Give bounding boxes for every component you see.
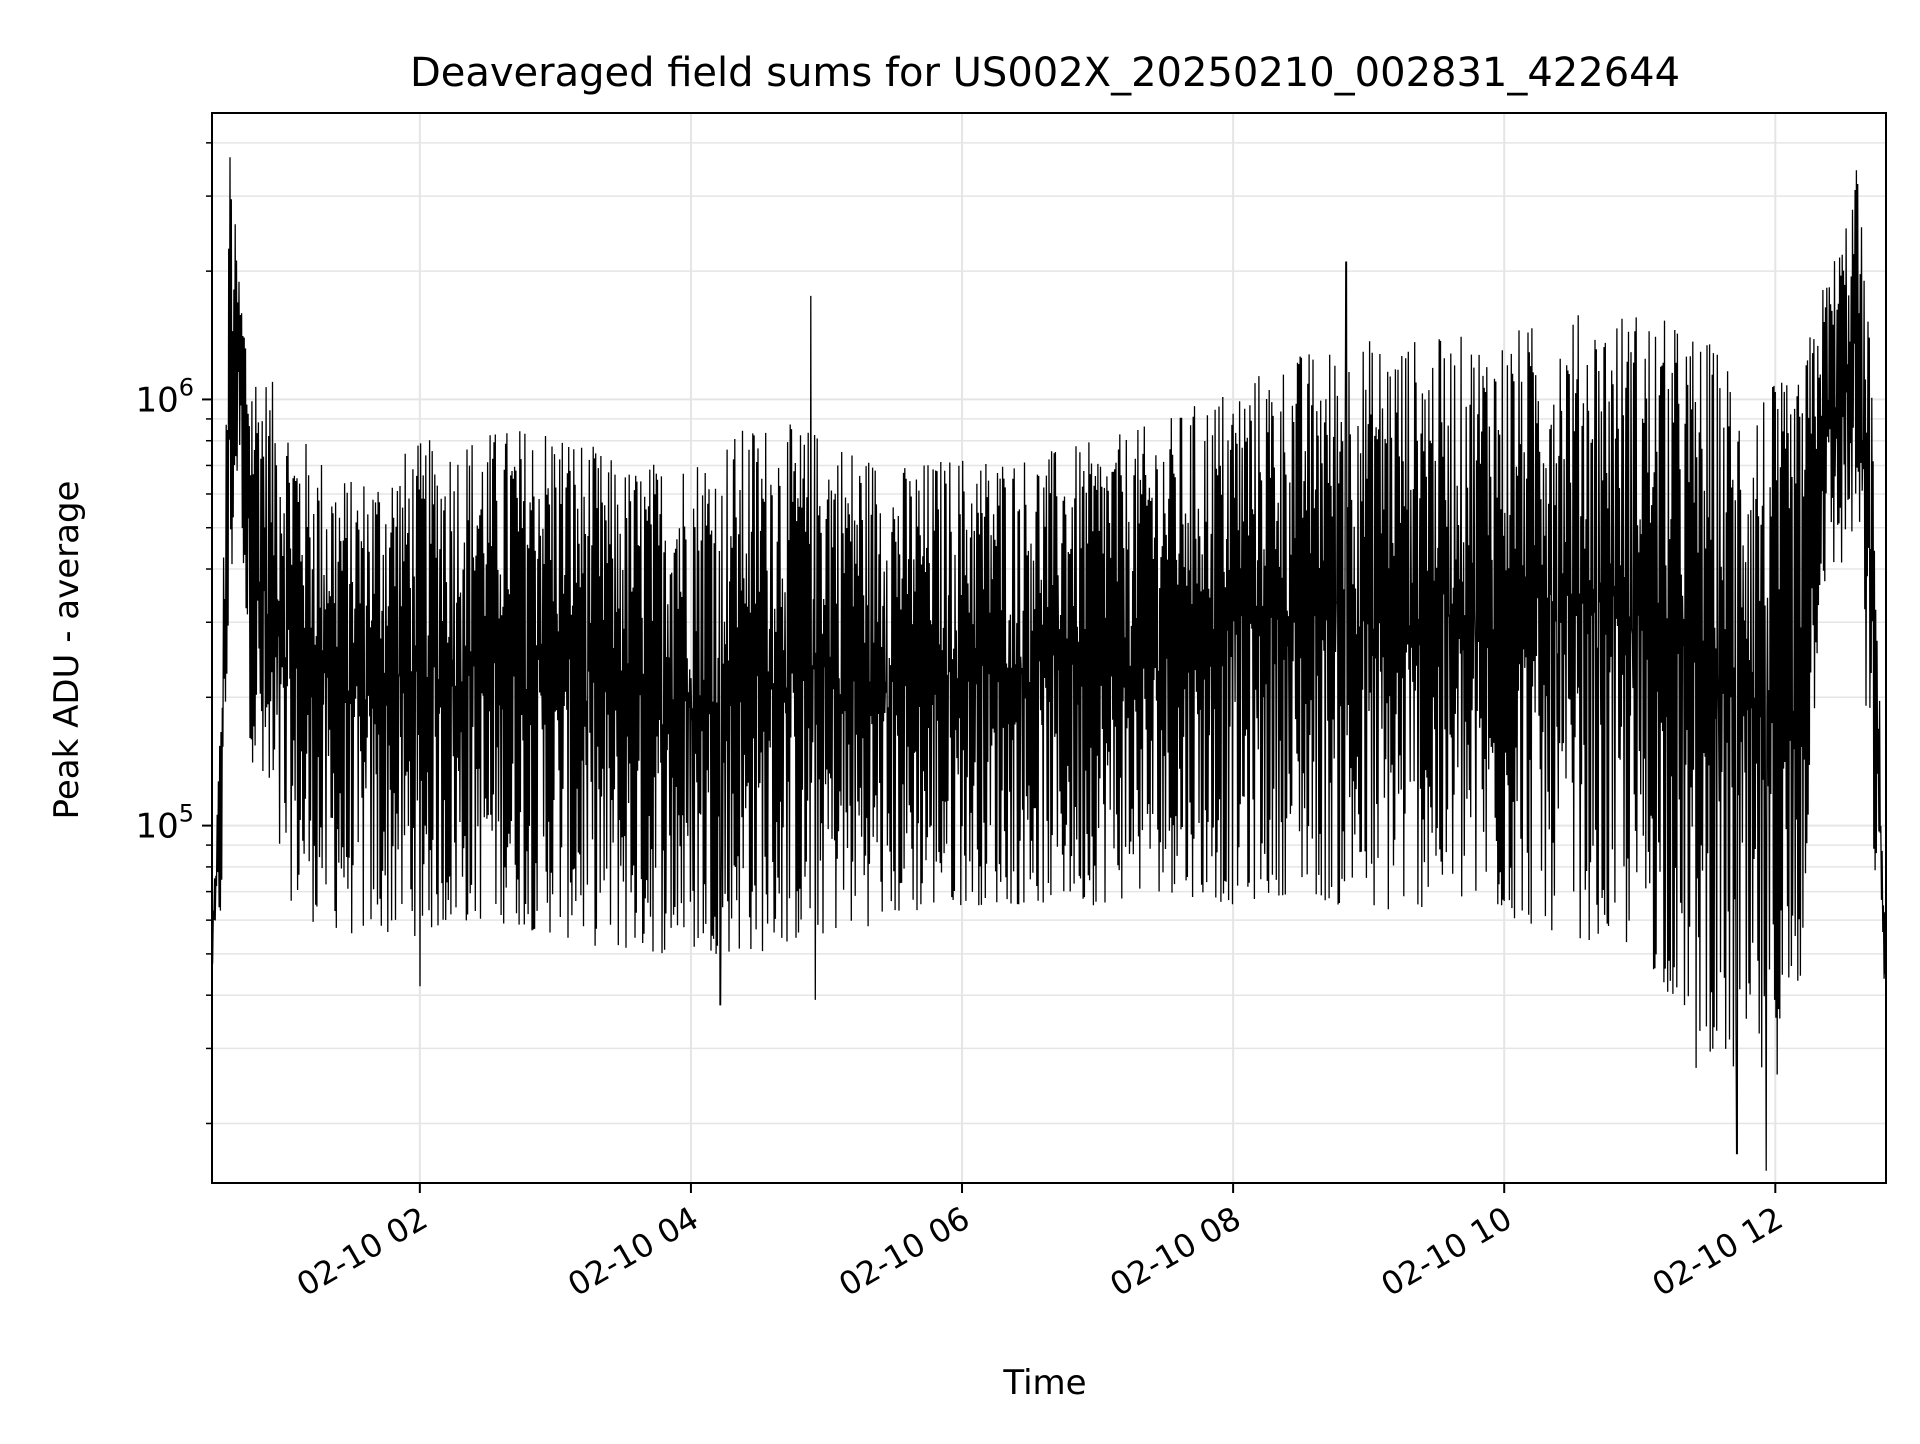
plot-area <box>211 157 1887 1171</box>
y-tick-label: 105 <box>135 800 194 847</box>
series-line <box>211 157 1887 1171</box>
y-axis-label: Peak ADU - average <box>47 481 87 820</box>
x-axis-label: Time <box>1002 1363 1086 1403</box>
chart-title: Deaveraged field sums for US002X_2025021… <box>410 50 1680 96</box>
y-tick-label: 106 <box>135 373 194 420</box>
axes-frame <box>211 112 1887 1184</box>
